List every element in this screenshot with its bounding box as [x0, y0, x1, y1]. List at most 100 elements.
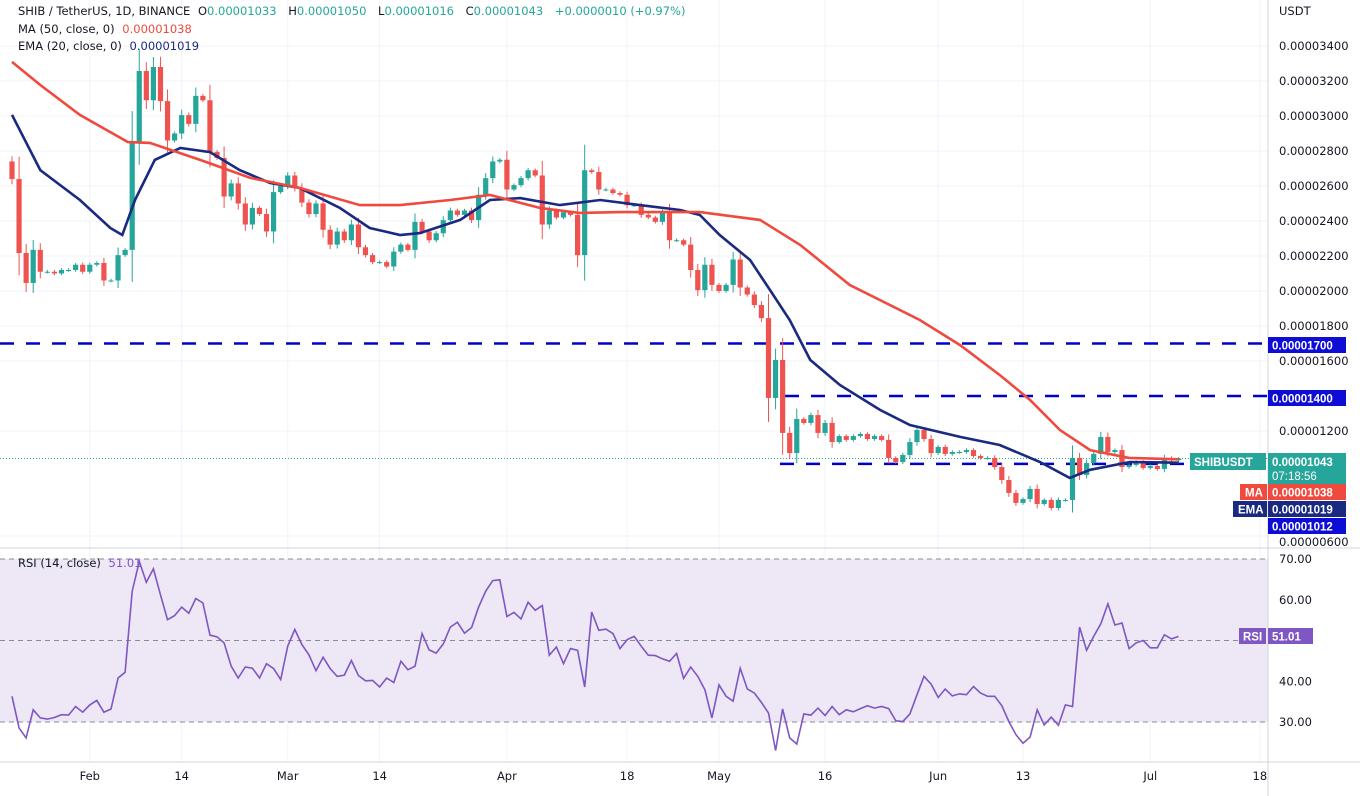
candle-body — [1119, 450, 1125, 468]
candle-body — [341, 231, 347, 241]
candle-body — [320, 203, 326, 230]
candle-body — [1140, 461, 1146, 468]
candle-body — [1027, 488, 1033, 500]
open-value: 0.00001033 — [207, 4, 277, 18]
candle-body — [949, 452, 955, 454]
candle-body — [16, 179, 22, 254]
ema-legend-value: 0.00001019 — [129, 39, 200, 53]
candle-body — [1147, 466, 1153, 468]
candle-body — [490, 161, 496, 179]
rsi-price-badge — [1268, 628, 1313, 644]
low-value: 0.00001016 — [384, 4, 454, 18]
candle-body — [772, 359, 779, 398]
candle-body — [179, 115, 185, 134]
candle-body — [285, 175, 291, 186]
rsi-legend[interactable]: RSI (14, close) 51.01 — [18, 556, 145, 570]
candle-body — [638, 205, 644, 215]
candle-body — [292, 175, 298, 188]
symbol-legend[interactable]: SHIB / TetherUS, 1D, BINANCE O0.00001033… — [18, 4, 689, 18]
ma-legend[interactable]: MA (50, close, 0) 0.00001038 — [18, 22, 196, 36]
ma-tag-text: MA — [1245, 488, 1263, 500]
bar-countdown: 07:18:56 — [1272, 471, 1317, 483]
candle-body — [652, 217, 658, 222]
candle-body — [200, 95, 206, 101]
time-axis-label: 16 — [818, 769, 833, 783]
candle-body — [1062, 499, 1069, 501]
close-label: C — [465, 4, 474, 18]
rsi-axis-label: 70.00 — [1279, 552, 1312, 566]
candle-body — [136, 71, 142, 144]
candle-body — [758, 305, 765, 319]
candle-body — [228, 183, 234, 197]
ema-tag — [1233, 501, 1267, 517]
level-1012-value: 0.00001012 — [1272, 522, 1333, 534]
candle-body — [879, 436, 885, 440]
candle-body — [398, 244, 404, 252]
candle-body — [985, 457, 991, 459]
candle-body — [780, 359, 786, 433]
rsi-axis-label: 40.00 — [1279, 674, 1312, 688]
candle-body — [787, 432, 793, 454]
candle-body — [716, 284, 722, 291]
time-axis-label: Mar — [277, 769, 299, 783]
candle-body — [1091, 453, 1097, 464]
ema-legend[interactable]: EMA (20, close, 0) 0.00001019 — [18, 39, 203, 53]
time-axis-label: 18 — [620, 769, 635, 783]
candle-body — [857, 433, 863, 437]
candle-body — [900, 454, 906, 462]
candle-body — [970, 450, 977, 457]
time-axis-label: 14 — [174, 769, 189, 783]
candle-body — [235, 183, 241, 204]
ma-price-value: 0.00001038 — [1272, 488, 1333, 500]
price-axis-label: 0.00000600 — [1279, 535, 1349, 549]
price-axis[interactable]: USDT 0.00003400 0.00003200 0.00003000 0.000… — [1279, 4, 1349, 729]
ma-tag — [1240, 484, 1267, 500]
time-axis-label: Jul — [1142, 769, 1157, 783]
candle-body — [935, 446, 941, 454]
candle-body — [94, 263, 100, 265]
candle-body — [101, 263, 107, 281]
time-axis-label: 14 — [372, 769, 387, 783]
candle-body — [447, 210, 453, 221]
candle-body — [129, 143, 135, 250]
candle-body — [115, 255, 121, 281]
symbol-tag-text: SHIBUSDT — [1194, 457, 1253, 469]
candle-body — [426, 231, 432, 241]
candle-body — [172, 133, 178, 141]
candle-body — [419, 221, 425, 232]
price-badges: 0.00001700 0.00001400 SHIBUSDT 0.0000104… — [1190, 337, 1346, 644]
candle-body — [617, 193, 623, 195]
candle-body — [1112, 450, 1118, 452]
candle-body — [164, 101, 171, 141]
open-label: O — [197, 4, 208, 18]
candle-body — [977, 456, 984, 458]
candle-body — [737, 259, 743, 288]
candle-body — [893, 457, 899, 462]
candle-body — [730, 259, 736, 285]
candle-body — [362, 247, 369, 256]
price-axis-label: 0.00002800 — [1279, 144, 1349, 158]
candle-body — [518, 178, 524, 186]
rsi-price-value: 51.01 — [1272, 632, 1301, 644]
candle-body — [546, 210, 552, 225]
low-label: L — [378, 4, 385, 18]
price-axis-label: 0.00003200 — [1279, 74, 1349, 88]
candle-body — [921, 429, 927, 440]
candle-body — [355, 224, 362, 248]
candle-body — [193, 95, 199, 124]
candle-body — [850, 436, 856, 440]
time-axis[interactable]: Feb 14 Mar 14 Apr 18 May 16 Jun 13 Jul 18 — [80, 769, 1268, 783]
candle-body — [65, 270, 72, 271]
price-axis-label: 0.00001600 — [1279, 354, 1349, 368]
candle-body — [348, 224, 354, 241]
candle-body — [567, 212, 574, 215]
candle-body — [108, 280, 114, 282]
ema-line — [10, 114, 1179, 480]
candle-body — [992, 457, 998, 468]
candle-body — [122, 249, 128, 256]
price-axis-label: 0.00001800 — [1279, 319, 1349, 333]
candle-body — [1126, 464, 1132, 468]
candle-body — [207, 100, 213, 152]
candle-body — [242, 203, 248, 225]
